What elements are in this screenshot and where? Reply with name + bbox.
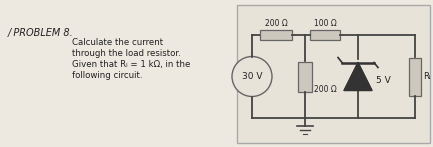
Text: Calculate the current: Calculate the current [72, 38, 163, 47]
Text: 5 V: 5 V [376, 76, 391, 85]
Text: 200 Ω: 200 Ω [314, 85, 337, 93]
Text: 100 Ω: 100 Ω [313, 19, 336, 28]
Text: Given that Rₗ = 1 kΩ, in the: Given that Rₗ = 1 kΩ, in the [72, 60, 191, 69]
Text: following circuit.: following circuit. [72, 71, 142, 80]
Bar [310, 30, 340, 40]
Text: / PROBLEM 8.: / PROBLEM 8. [8, 28, 74, 38]
Circle shape [232, 56, 272, 96]
Bar [237, 5, 430, 143]
Text: through the load resistor.: through the load resistor. [72, 49, 181, 58]
Polygon shape [344, 62, 372, 91]
Text: 200 Ω: 200 Ω [265, 19, 288, 28]
Bar [260, 30, 292, 40]
Bar [298, 61, 312, 91]
Text: Rₗ: Rₗ [423, 72, 430, 81]
Bar [409, 57, 421, 96]
Text: 30 V: 30 V [242, 72, 262, 81]
